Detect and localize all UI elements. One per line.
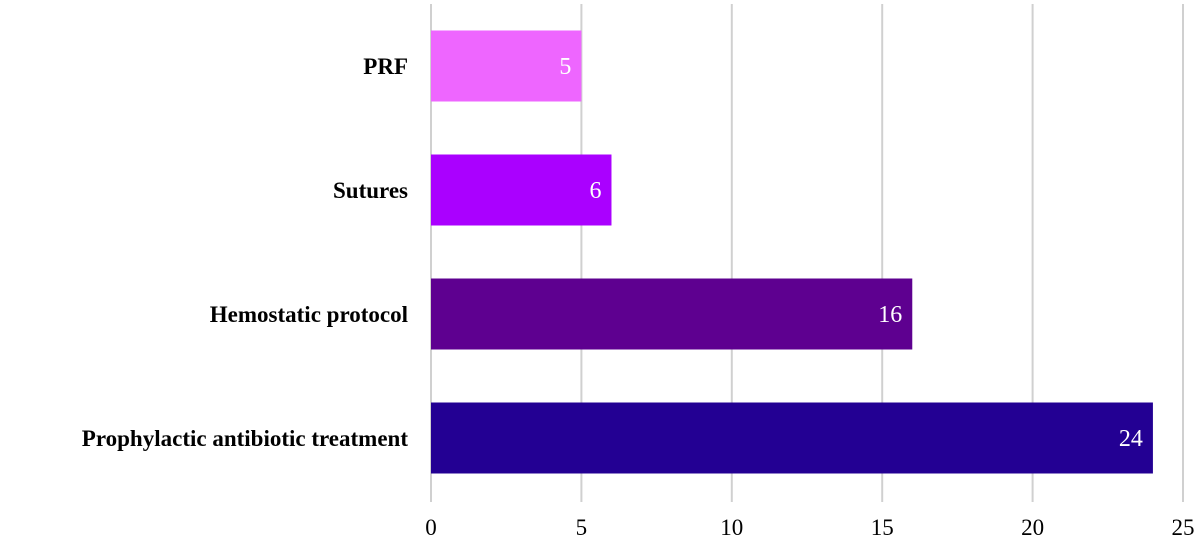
bar-prophylactic-antibiotic-treatment — [431, 402, 1153, 474]
x-tick-label-0: 0 — [425, 515, 437, 540]
x-axis-tick-labels: 0 5 10 15 20 25 — [425, 515, 1194, 540]
x-tick-label-5: 5 — [576, 515, 588, 540]
data-label-hemostatic-protocol: 16 — [878, 302, 902, 328]
category-label-sutures: Sutures — [333, 178, 408, 203]
bars — [431, 30, 1153, 474]
data-label-prophylactic-antibiotic-treatment: 24 — [1119, 426, 1143, 452]
category-labels: PRF Sutures Hemostatic protocol Prophylacti… — [82, 54, 409, 451]
bar-sutures — [431, 154, 612, 226]
x-tick-label-10: 10 — [720, 515, 743, 540]
data-labels: 5 6 16 24 — [559, 54, 1143, 452]
bar-hemostatic-protocol — [431, 278, 913, 350]
data-label-prf: 5 — [559, 54, 571, 80]
bar-prf — [431, 30, 582, 102]
x-tick-label-25: 25 — [1172, 515, 1195, 540]
category-label-hemostatic-protocol: Hemostatic protocol — [210, 302, 408, 327]
data-label-sutures: 6 — [589, 178, 601, 204]
x-tick-label-20: 20 — [1021, 515, 1044, 540]
category-label-prophylactic-antibiotic-treatment: Prophylactic antibiotic treatment — [82, 426, 409, 451]
category-label-prf: PRF — [363, 54, 408, 79]
x-tick-label-15: 15 — [871, 515, 894, 540]
